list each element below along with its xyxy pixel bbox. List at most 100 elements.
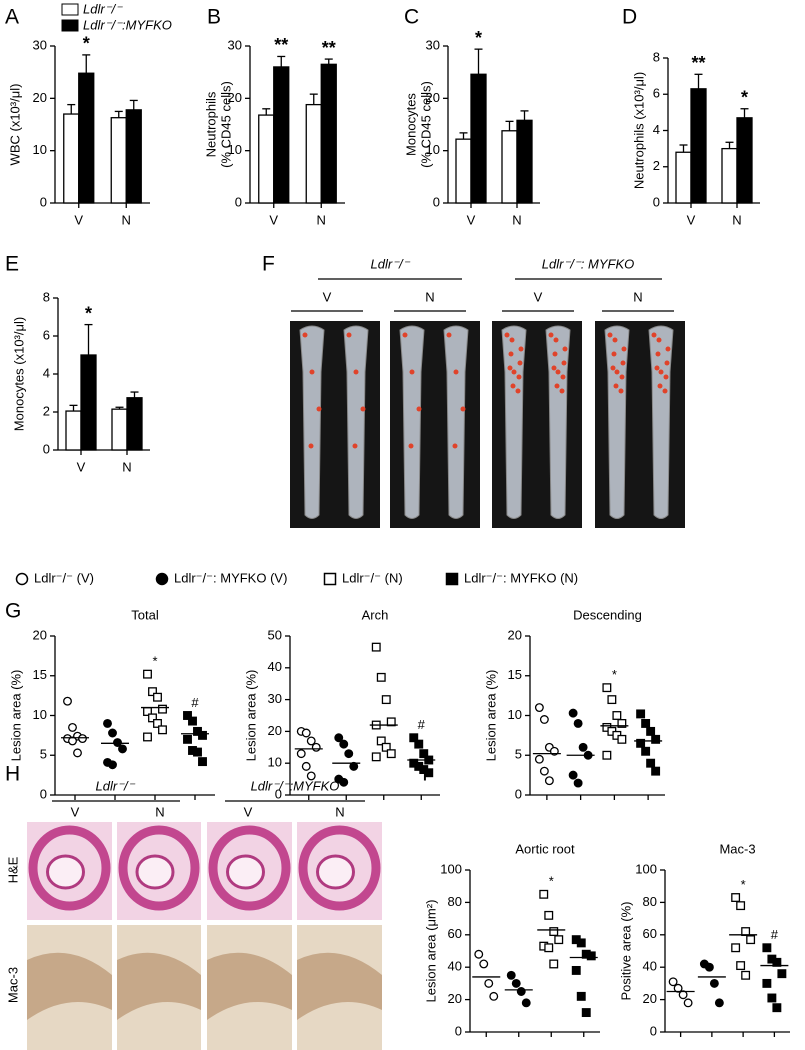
- group-title: Ldlr⁻/⁻: [95, 778, 135, 793]
- lesion-spot: [612, 337, 618, 343]
- data-point: [568, 770, 578, 780]
- data-point: [143, 669, 152, 679]
- lesion-spot: [453, 369, 459, 375]
- y-tick-label: 0: [515, 786, 522, 801]
- he-tissue: [208, 825, 291, 911]
- data-point: [479, 959, 489, 969]
- lesion-spot: [613, 383, 619, 389]
- data-point: [607, 695, 617, 705]
- data-point: [344, 749, 354, 759]
- data-point: [573, 778, 583, 788]
- lesion-spot: [614, 369, 620, 375]
- lesion-spot: [553, 337, 559, 343]
- y-tick-label: 10: [426, 142, 440, 157]
- lesion-spot: [654, 365, 660, 371]
- lesion-spot: [507, 365, 513, 371]
- lesion-spot: [516, 374, 522, 380]
- column-label: N: [155, 804, 164, 819]
- data-point: [484, 978, 494, 988]
- aorta: [443, 325, 469, 519]
- lesion-spot: [619, 374, 625, 380]
- y-axis-label: Positive area (%): [618, 902, 633, 1001]
- bar: [721, 147, 738, 204]
- lesion-spot: [551, 365, 557, 371]
- legend-label: Ldlr⁻/⁻: [83, 1, 123, 16]
- data-point: [381, 742, 391, 752]
- lesion-spot: [560, 374, 566, 380]
- y-tick-label: 20: [33, 627, 47, 642]
- data-point: [148, 713, 157, 723]
- data-point: [63, 696, 72, 706]
- significance: **: [322, 38, 336, 58]
- data-point: [549, 959, 559, 969]
- data-point: [474, 949, 484, 959]
- lesion-spot: [452, 443, 458, 449]
- bar: [320, 63, 337, 204]
- aorta: [545, 325, 571, 519]
- data-point: [296, 749, 306, 759]
- data-point: [736, 901, 746, 911]
- y-tick-label: 0: [40, 194, 47, 209]
- data-point: [188, 716, 197, 726]
- y-tick-label: 100: [440, 861, 462, 876]
- data-point: [419, 749, 429, 759]
- data-point: [636, 738, 646, 748]
- y-tick-label: 60: [643, 926, 657, 941]
- lesion-spot: [511, 369, 517, 375]
- data-point: [581, 1008, 591, 1018]
- bar: [110, 117, 127, 204]
- panel-label: G: [5, 600, 21, 623]
- data-point: [414, 739, 424, 749]
- y-tick-label: 40: [448, 959, 462, 974]
- lesion-spot: [618, 388, 624, 394]
- bar: [125, 109, 142, 204]
- column-label: N: [425, 289, 434, 304]
- data-point: [762, 943, 772, 953]
- data-point: [534, 754, 544, 764]
- y-tick-label: 20: [33, 90, 47, 105]
- y-tick-label: 20: [643, 991, 657, 1006]
- aorta: [604, 325, 630, 519]
- y-tick-label: 50: [268, 627, 282, 642]
- data-point: [651, 766, 661, 776]
- bar: [305, 103, 322, 204]
- lesion-spot: [402, 332, 408, 338]
- data-point: [148, 687, 157, 697]
- y-tick-label: 5: [40, 747, 47, 762]
- he-lumen: [226, 854, 265, 890]
- data-point: [386, 749, 396, 759]
- data-point: [736, 961, 746, 971]
- annotation: *: [152, 654, 157, 669]
- data-point: [651, 734, 661, 744]
- bar: [470, 73, 487, 204]
- lesion-spot: [346, 332, 352, 338]
- lesion-spot: [460, 406, 466, 412]
- data-point: [143, 732, 152, 742]
- data-point: [709, 978, 719, 988]
- he-lumen: [135, 854, 175, 890]
- y-tick-label: 20: [268, 723, 282, 738]
- data-point: [334, 733, 344, 743]
- bar: [455, 138, 472, 204]
- lesion-spot: [663, 374, 669, 380]
- group-title: Ldlr⁻/⁻:MYFKO: [251, 778, 340, 793]
- data-point: [424, 768, 434, 778]
- y-tick-label: 10: [33, 142, 47, 157]
- y-tick-label: 8: [43, 289, 50, 304]
- he-lumen: [46, 854, 85, 890]
- lesion-spot: [510, 383, 516, 389]
- data-point: [198, 730, 207, 740]
- lesion-spot: [408, 443, 414, 449]
- significance: **: [691, 53, 705, 73]
- y-axis-label: Neutrophils: [203, 91, 218, 157]
- data-point: [306, 771, 316, 781]
- legend-label: Ldlr⁻/⁻: MYFKO (V): [174, 570, 287, 585]
- lesion-spot: [552, 351, 558, 357]
- data-point: [339, 739, 349, 749]
- data-point: [576, 938, 586, 948]
- data-point: [544, 910, 554, 920]
- y-axis-label: Neutrophils (x10³/μl): [631, 72, 646, 189]
- data-point: [602, 750, 612, 760]
- lesion-spot: [308, 443, 314, 449]
